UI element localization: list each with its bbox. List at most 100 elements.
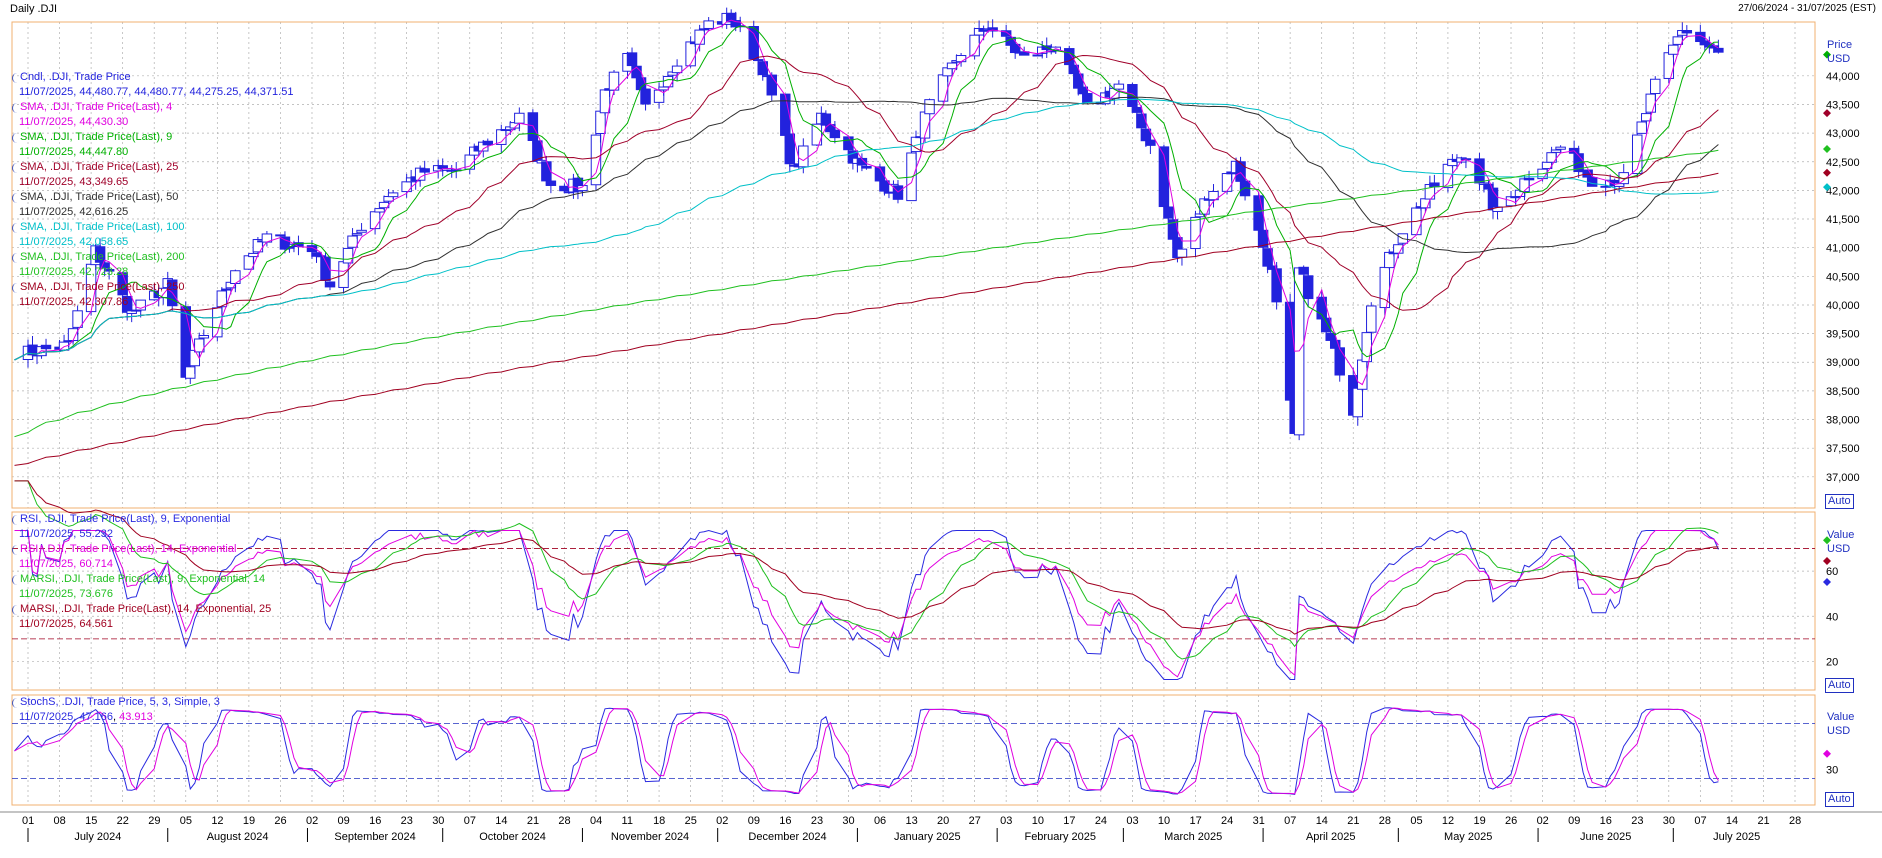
series-bracket-icon	[12, 72, 18, 83]
price-axis-title: Price USD	[1827, 39, 1853, 65]
price-auto-button[interactable]: Auto	[1825, 494, 1854, 509]
x-day-tick: 18	[653, 815, 665, 827]
legend-series-name[interactable]: RSI, .DJI, Trade Price(Last), 9, Exponen…	[12, 512, 271, 527]
legend-name-text: MARSI, .DJI, Trade Price(Last), 9, Expon…	[20, 573, 266, 585]
marker-marsi14	[1823, 556, 1831, 565]
legend-value-text: 11/07/2025, 42,058.65	[19, 236, 129, 248]
sma-100-line	[14, 98, 1719, 361]
marker-sma25	[1823, 109, 1831, 118]
legend-name-text: Cndl, .DJI, Trade Price	[20, 71, 131, 83]
candle-body	[1082, 93, 1093, 103]
candle-body	[820, 113, 832, 126]
marker-marsi9	[1823, 536, 1831, 545]
x-day-tick: 30	[432, 815, 444, 827]
sma-25-line	[14, 54, 1719, 361]
x-month-label: March 2025	[1164, 831, 1222, 843]
candle-body	[1221, 173, 1233, 192]
x-month-label: November 2024	[611, 831, 689, 843]
legend-series-name[interactable]: SMA, .DJI, Trade Price(Last), 9	[12, 130, 293, 145]
series-bracket-icon	[12, 192, 18, 203]
candle-body	[784, 133, 796, 165]
price-tick-label: 37,000	[1826, 472, 1860, 484]
candle-body	[608, 71, 620, 91]
legend-series-name[interactable]: SMA, .DJI, Trade Price(Last), 4	[12, 100, 293, 115]
legend-value-text: 11/07/2025, 43,349.65	[19, 176, 129, 188]
stoch-d-line	[14, 707, 1719, 795]
legend-value-text: 11/07/2025, 42,307.86	[19, 296, 129, 308]
pane-frame	[11, 511, 1816, 691]
legend-name-text: SMA, .DJI, Trade Price(Last), 250	[20, 281, 185, 293]
candle-body	[103, 268, 115, 272]
candle-body	[347, 235, 358, 248]
candle-body	[1681, 30, 1693, 34]
x-day-tick: 19	[1473, 815, 1485, 827]
legend-series-name[interactable]: SMA, .DJI, Trade Price(Last), 200	[12, 250, 293, 265]
candle-body	[1555, 146, 1566, 150]
candle-body	[626, 52, 638, 67]
candle-body	[658, 86, 669, 91]
x-day-tick: 28	[558, 815, 570, 827]
candle-body	[482, 140, 494, 146]
candle-body	[590, 134, 602, 186]
candle-body	[1262, 248, 1273, 267]
x-day-tick: 07	[1694, 815, 1706, 827]
rsi-auto-button[interactable]: Auto	[1825, 678, 1854, 693]
legend-series-name[interactable]: StochS, .DJI, Trade Price, 5, 3, Simple,…	[12, 695, 220, 710]
legend-series-name[interactable]: SMA, .DJI, Trade Price(Last), 100	[12, 220, 293, 235]
marsi-14-line	[14, 480, 1719, 635]
x-day-tick: 12	[211, 815, 223, 827]
price-tick-label: 38,000	[1826, 415, 1860, 427]
candlestick-series	[22, 7, 1724, 441]
rsi-legend: RSI, .DJI, Trade Price(Last), 9, Exponen…	[12, 512, 271, 632]
candle-body	[1298, 266, 1309, 275]
x-day-tick: 26	[1505, 815, 1517, 827]
legend-series-name[interactable]: Cndl, .DJI, Trade Price	[12, 70, 293, 85]
rsi-9-line	[14, 529, 1719, 680]
moving-average-lines	[14, 19, 1719, 466]
candle-body	[599, 89, 611, 114]
candle-body	[946, 62, 958, 70]
series-bracket-icon	[12, 544, 18, 555]
legend-name-text: RSI, .DJI, Trade Price(Last), 14, Expone…	[20, 543, 237, 555]
x-day-tick: 21	[1757, 815, 1769, 827]
candle-body	[1663, 52, 1675, 79]
candle-body	[861, 165, 872, 169]
stoch-k-line	[14, 707, 1719, 795]
candle-body	[798, 145, 809, 168]
candle-body	[374, 208, 385, 213]
candle-body	[595, 110, 606, 134]
stoch-tick-label: 30	[1826, 764, 1838, 776]
legend-name-text: SMA, .DJI, Trade Price(Last), 50	[20, 191, 179, 203]
legend-value-text: 11/07/2025, 55.232	[19, 528, 113, 540]
candle-body	[1361, 332, 1373, 363]
x-day-tick: 24	[1221, 815, 1233, 827]
x-month-label: May 2025	[1444, 831, 1492, 843]
candle-body	[1366, 305, 1377, 333]
legend-series-name[interactable]: RSI, .DJI, Trade Price(Last), 14, Expone…	[12, 542, 271, 557]
legend-series-name[interactable]: MARSI, .DJI, Trade Price(Last), 9, Expon…	[12, 572, 271, 587]
x-day-tick: 10	[1032, 815, 1044, 827]
candle-body	[135, 299, 146, 311]
x-day-tick: 06	[874, 815, 886, 827]
price-tick-label: 42,500	[1826, 157, 1860, 169]
series-bracket-icon	[12, 102, 18, 113]
marker-stoch	[1823, 749, 1831, 758]
legend-series-name[interactable]: SMA, .DJI, Trade Price(Last), 250	[12, 280, 293, 295]
candle-body	[1325, 332, 1336, 341]
candle-body	[987, 27, 998, 32]
series-bracket-icon	[12, 697, 18, 708]
x-day-tick: 14	[1726, 815, 1738, 827]
x-day-tick: 03	[1000, 815, 1012, 827]
legend-name-text: RSI, .DJI, Trade Price(Last), 9, Exponen…	[20, 513, 231, 525]
stoch-auto-button[interactable]: Auto	[1825, 792, 1854, 807]
x-day-tick: 28	[1789, 815, 1801, 827]
legend-series-name[interactable]: SMA, .DJI, Trade Price(Last), 25	[12, 160, 293, 175]
marker-sma100	[1823, 183, 1831, 192]
candle-body	[189, 349, 201, 367]
legend-series-name[interactable]: MARSI, .DJI, Trade Price(Last), 14, Expo…	[12, 602, 271, 617]
x-day-tick: 02	[1537, 815, 1549, 827]
rsi-axis-title: Value USD	[1827, 529, 1855, 555]
candle-body	[955, 55, 967, 63]
legend-series-name[interactable]: SMA, .DJI, Trade Price(Last), 50	[12, 190, 293, 205]
